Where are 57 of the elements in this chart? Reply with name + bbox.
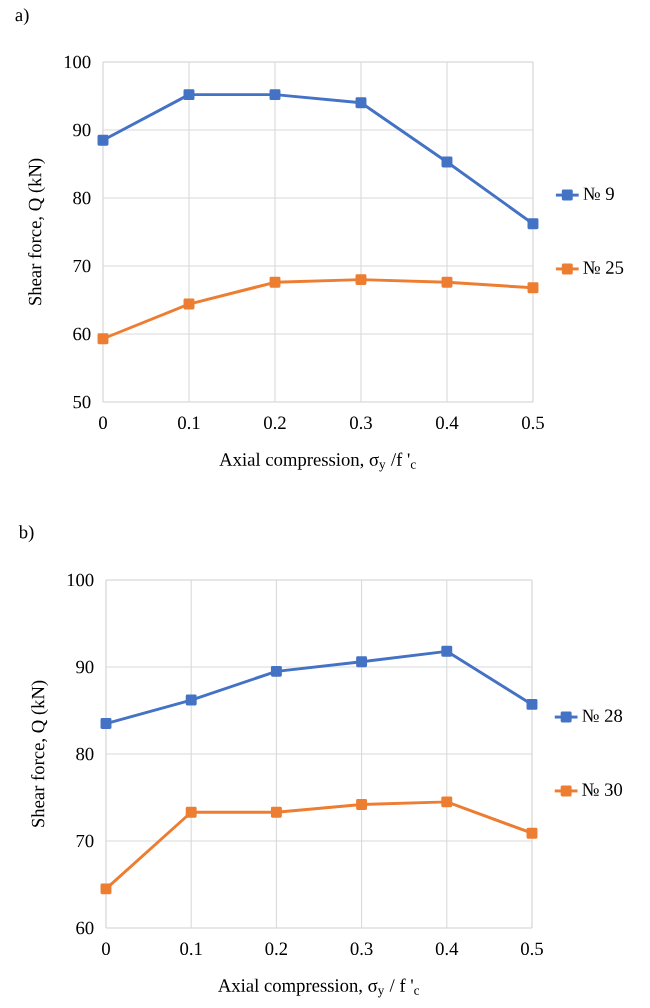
point [269, 276, 281, 288]
x-tick-label: 0.5 [521, 942, 543, 956]
chart-title: a) [15, 8, 29, 26]
x-tick-label: 0.4 [436, 416, 459, 430]
y-tick-label: 80 [73, 191, 91, 205]
y-tick-label: 100 [64, 55, 91, 69]
y-tick-label: 90 [76, 660, 94, 674]
point [441, 796, 453, 808]
point [97, 134, 109, 146]
x-tick-label: 0.1 [178, 416, 200, 430]
point [526, 827, 538, 839]
y-tick-label: 80 [76, 747, 94, 761]
x-tick-label: 0 [99, 416, 107, 430]
point [100, 718, 112, 730]
x-axis-title: Axial compression, σ$_{y}$ / f '$_{c}$ [218, 978, 420, 998]
point [355, 274, 367, 286]
point [527, 218, 539, 230]
y-tick-label: 60 [76, 921, 94, 935]
x-tick-label: 0.2 [265, 942, 288, 956]
y-tick-label: 100 [67, 573, 94, 587]
point [183, 89, 195, 101]
legend-label: № 9 [583, 187, 614, 201]
point [356, 656, 368, 668]
y-tick-label: 70 [73, 259, 91, 273]
point [441, 645, 453, 657]
x-tick-label: 0.5 [522, 416, 544, 430]
x-tick-label: 0.4 [435, 942, 459, 956]
y-tick-label: 60 [73, 327, 91, 341]
legend-label: № 25 [583, 261, 624, 274]
point [526, 698, 538, 710]
y-axis-title: Shear force, Q (kN) [28, 158, 46, 305]
point [441, 156, 453, 168]
x-tick-label: 0.3 [350, 942, 373, 956]
point [185, 694, 197, 706]
point [269, 89, 281, 101]
point [100, 883, 112, 895]
point [527, 282, 539, 294]
point [183, 298, 195, 310]
x-tick-label: 0.3 [350, 416, 372, 430]
x-tick-label: 0.1 [180, 942, 202, 956]
x-tick-label: 0.2 [264, 416, 286, 430]
point [355, 97, 367, 109]
y-axis-title: Shear force, Q (kN) [31, 680, 49, 827]
y-tick-label: 50 [73, 395, 91, 409]
y-tick-label: 90 [73, 123, 91, 137]
point [270, 665, 282, 677]
x-axis-title: Axial compression, σ$_{y}$ /f '$_{c}$ [219, 452, 416, 472]
point [270, 806, 282, 818]
chart-title: b) [18, 525, 34, 543]
legend-label: № 30 [582, 783, 623, 796]
y-tick-label: 70 [76, 834, 94, 848]
point [97, 333, 109, 345]
point [441, 276, 453, 288]
point [356, 798, 368, 810]
x-tick-label: 0 [102, 942, 110, 956]
point [185, 806, 197, 818]
legend-label: № 28 [582, 709, 623, 723]
